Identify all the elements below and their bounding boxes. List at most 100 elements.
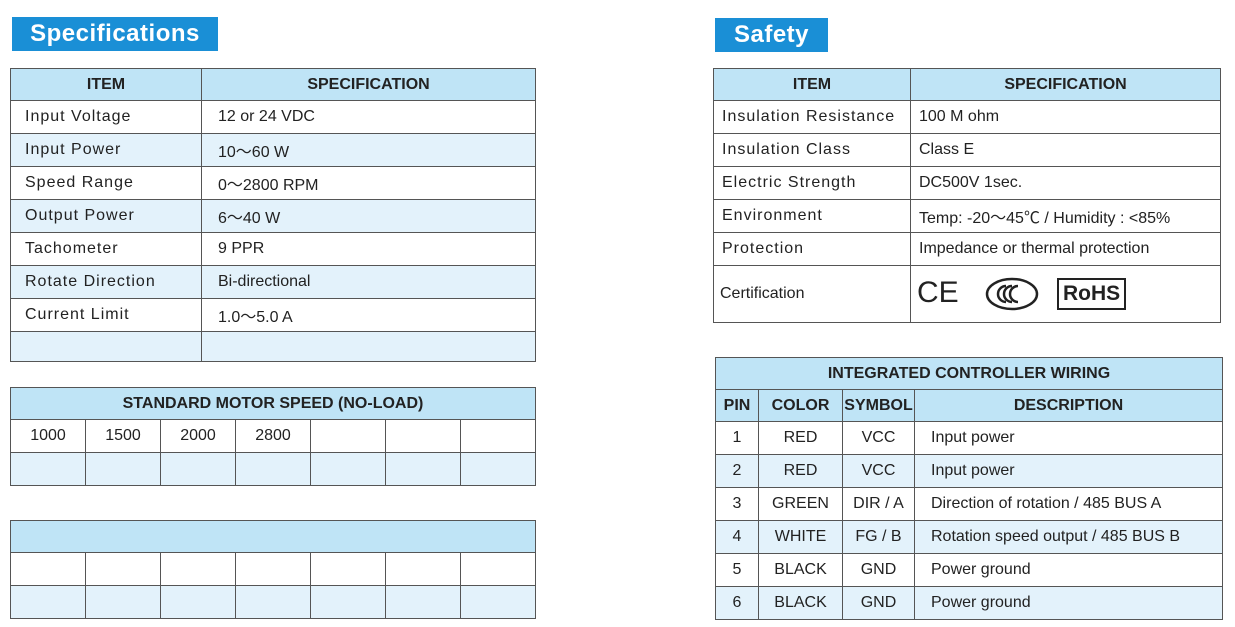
cell-text: Insulation Resistance	[722, 108, 896, 125]
table-cell: 2800	[235, 419, 311, 453]
table-cell	[385, 452, 461, 486]
cell-text: 3	[732, 495, 742, 512]
table-cell	[235, 452, 311, 486]
cell-text: 0～2800 RPM	[218, 177, 319, 194]
table-cell: WHITE	[758, 520, 843, 554]
table-cell: 1000	[10, 419, 86, 453]
table-cell	[385, 585, 461, 619]
cell-text: RED	[783, 462, 818, 479]
cell-text: 2800	[255, 427, 291, 444]
table-cell: Power ground	[914, 586, 1223, 620]
table-cell: Protection	[713, 232, 911, 266]
header-cell: SYMBOL	[842, 389, 915, 422]
certification-cell: CE RoHS	[910, 265, 1221, 323]
table-cell: VCC	[842, 421, 915, 455]
table-cell: Certification	[713, 265, 911, 323]
table-cell	[460, 552, 536, 586]
cell-text: FG / B	[855, 528, 902, 545]
cell-text: Output Power	[25, 207, 135, 224]
table-cell: Current Limit	[10, 298, 202, 332]
cell-text: 2	[732, 462, 742, 479]
cell-text: Input power	[931, 462, 1015, 479]
cell-text: GND	[860, 561, 897, 578]
table-cell: 6	[715, 586, 759, 620]
table-cell	[85, 585, 161, 619]
cell-text: 4	[732, 528, 742, 545]
table-cell: Output Power	[10, 199, 202, 233]
header-cell-text: STANDARD MOTOR SPEED (NO-LOAD)	[122, 394, 424, 412]
header-cell-text: SYMBOL	[844, 396, 913, 414]
header-cell-text: DESCRIPTION	[1013, 396, 1124, 414]
cell-text: Rotation speed output / 485 BUS B	[931, 528, 1181, 545]
table-cell	[10, 331, 202, 362]
table-cell	[235, 552, 311, 586]
cell-text: 2000	[180, 427, 216, 444]
cell-text: Rotate Direction	[25, 273, 156, 290]
header-cell: SPECIFICATION	[910, 68, 1221, 101]
cell-text: VCC	[861, 462, 896, 479]
table-cell	[160, 452, 236, 486]
header-cell: ITEM	[10, 68, 202, 101]
table-cell	[310, 585, 386, 619]
header-cell-text: SPECIFICATION	[307, 75, 430, 93]
cell-text: Class E	[919, 141, 975, 158]
table-cell: BLACK	[758, 586, 843, 620]
table-cell: 2	[715, 454, 759, 488]
cell-text: BLACK	[774, 594, 827, 611]
table-cell: Class E	[910, 133, 1221, 167]
table-cell: Temp: -20～45℃ / Humidity : <85%	[910, 199, 1221, 233]
cell-text: 10～60 W	[218, 144, 290, 161]
header-cell: INTEGRATED CONTROLLER WIRING	[715, 357, 1223, 390]
table-cell: Input power	[914, 421, 1223, 455]
table-cell	[10, 552, 86, 586]
table-cell: Direction of rotation / 485 BUS A	[914, 487, 1223, 521]
cell-text: Power ground	[931, 594, 1031, 611]
header-cell: PIN	[715, 389, 759, 422]
table-cell: 1.0～5.0 A	[201, 298, 536, 332]
cell-text: Insulation Class	[722, 141, 851, 158]
cell-text: 1000	[30, 427, 66, 444]
table-cell: FG / B	[842, 520, 915, 554]
cell-text: Temp: -20～45℃ / Humidity : <85%	[919, 210, 1171, 227]
table-cell: GND	[842, 586, 915, 620]
cell-text: Impedance or thermal protection	[919, 240, 1150, 257]
table-cell: Rotation speed output / 485 BUS B	[914, 520, 1223, 554]
table-cell	[460, 585, 536, 619]
table-cell	[160, 585, 236, 619]
table-cell: 1	[715, 421, 759, 455]
table-cell: Speed Range	[10, 166, 202, 200]
cell-text: 6	[732, 594, 742, 611]
header-cell: COLOR	[758, 389, 843, 422]
header-cell-text: ITEM	[86, 75, 126, 93]
table-cell: 100 M ohm	[910, 100, 1221, 134]
cell-text: RED	[783, 429, 818, 446]
table-cell: 4	[715, 520, 759, 554]
cell-text: Protection	[722, 240, 805, 257]
table-cell: 2000	[160, 419, 236, 453]
table-cell	[310, 552, 386, 586]
table-cell: Environment	[713, 199, 911, 233]
cell-text: Input Voltage	[25, 108, 132, 125]
table-cell	[160, 552, 236, 586]
table-cell: Insulation Resistance	[713, 100, 911, 134]
cell-text: 5	[732, 561, 742, 578]
table-cell: Impedance or thermal protection	[910, 232, 1221, 266]
table-cell: 12 or 24 VDC	[201, 100, 536, 134]
table-cell: 1500	[85, 419, 161, 453]
cell-text: Speed Range	[25, 174, 134, 191]
table-cell: Insulation Class	[713, 133, 911, 167]
header-cell-text: ITEM	[792, 75, 832, 93]
table-cell: 6～40 W	[201, 199, 536, 233]
table-cell: DIR / A	[842, 487, 915, 521]
table-cell	[10, 585, 86, 619]
table-cell: Tachometer	[10, 232, 202, 266]
table-cell	[201, 331, 536, 362]
cell-text: WHITE	[774, 528, 827, 545]
header-cell: DESCRIPTION	[914, 389, 1223, 422]
cell-text: Certification	[720, 285, 805, 302]
rohs-logo: RoHS	[1057, 278, 1127, 310]
cell-text: 1.0～5.0 A	[218, 309, 293, 326]
table-cell	[385, 552, 461, 586]
table-cell: GREEN	[758, 487, 843, 521]
